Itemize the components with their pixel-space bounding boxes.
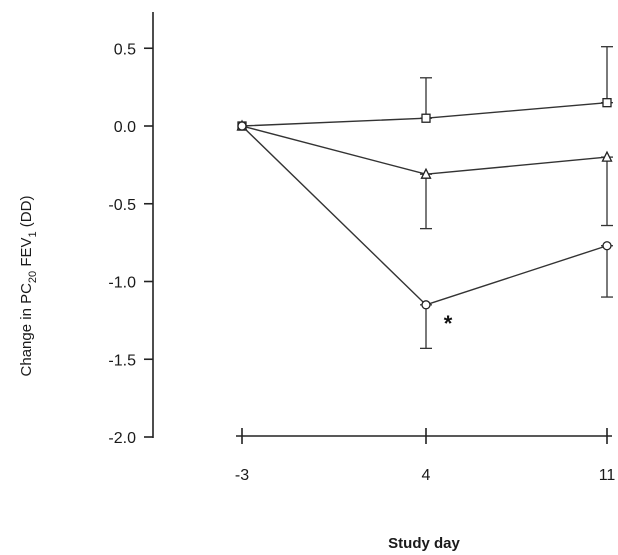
series-triangle [236,119,613,230]
circle-marker [421,300,431,310]
y-tick-label: -2.0 [108,430,136,447]
triangle-marker [601,150,613,162]
square-marker [602,98,612,108]
x-tick-label: 4 [422,467,431,484]
triangle-marker [420,167,432,179]
annotations-layer: * [444,311,453,336]
series-layer [236,46,613,350]
y-tick-label: 0.5 [114,41,136,58]
y-tick-label: -1.5 [108,352,136,369]
x-axis: -3 4 11 [235,428,616,484]
series-line-circle [241,125,608,306]
square-marker [421,113,431,123]
y-axis: 0.5 0.0 -0.5 -1.0 -1.5 -2.0 [108,12,154,447]
y-tick-label: -1.0 [108,275,136,292]
circle-marker [237,121,247,131]
y-tick-label: 0.0 [114,119,136,136]
x-axis-title: Study day [388,535,460,552]
x-tick-label: -3 [235,467,249,484]
y-axis-title: Change in PC20 FEV1 (DD) [18,196,39,377]
circle-marker [602,241,612,251]
significance-asterisk: * [444,311,453,336]
x-tick-label: 11 [599,467,616,484]
series-line-triangle [241,125,608,175]
series-circle [237,121,613,350]
y-tick-label: -0.5 [108,197,136,214]
series-square [237,46,613,131]
